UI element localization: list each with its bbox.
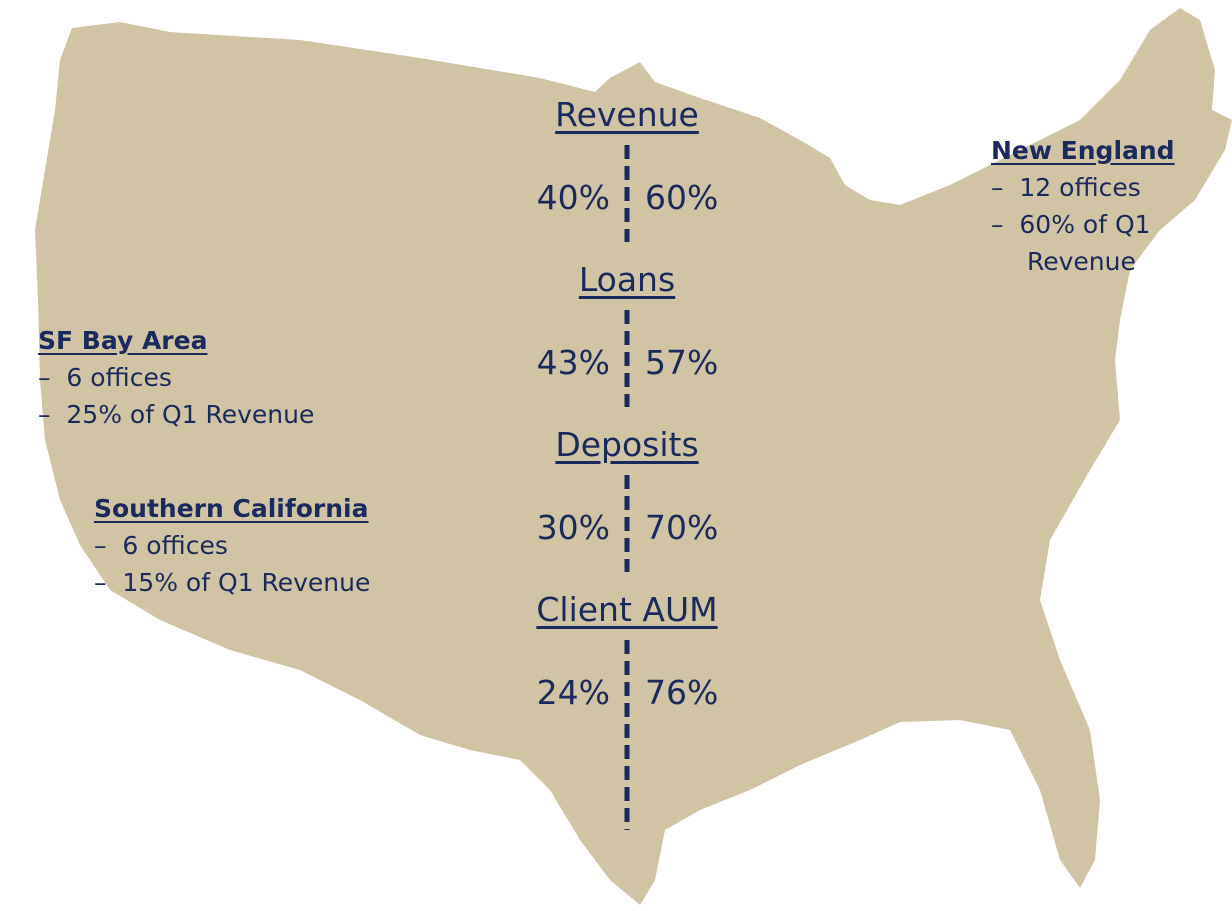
region-item: 25% of Q1 Revenue <box>38 396 418 433</box>
region-item: 60% of Q1 Revenue <box>991 206 1231 280</box>
east-share: 70% <box>645 508 719 547</box>
region-item: 6 offices <box>94 527 474 564</box>
metric-title: Deposits <box>555 425 699 464</box>
us-outline <box>35 8 1232 905</box>
metric-title: Client AUM <box>536 590 718 629</box>
region-item: 12 offices <box>991 169 1231 206</box>
region-name: SF Bay Area <box>38 326 208 355</box>
region-name: New England <box>991 136 1175 165</box>
metric-title: Loans <box>578 260 676 299</box>
east-share: 76% <box>645 673 719 712</box>
region-block: New England 12 offices60% of Q1 Revenue <box>991 132 1231 280</box>
west-share: 40% <box>536 178 610 217</box>
region-item: 6 offices <box>38 359 418 396</box>
region-name: Southern California <box>94 494 369 523</box>
west-share: 43% <box>536 343 610 382</box>
west-share: 30% <box>536 508 610 547</box>
east-share: 60% <box>645 178 719 217</box>
region-block: SF Bay Area 6 offices25% of Q1 Revenue <box>38 322 418 433</box>
metric-title: Revenue <box>555 95 699 134</box>
region-block: Southern California 6 offices15% of Q1 Re… <box>94 490 474 601</box>
region-item: 15% of Q1 Revenue <box>94 564 474 601</box>
west-share: 24% <box>536 673 610 712</box>
east-share: 57% <box>645 343 719 382</box>
